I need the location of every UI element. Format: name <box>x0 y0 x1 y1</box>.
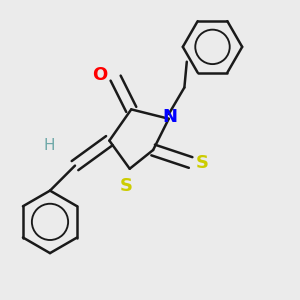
Text: S: S <box>120 177 133 195</box>
Text: S: S <box>195 154 208 172</box>
Text: H: H <box>43 138 55 153</box>
Text: N: N <box>163 108 178 126</box>
Text: O: O <box>93 66 108 84</box>
